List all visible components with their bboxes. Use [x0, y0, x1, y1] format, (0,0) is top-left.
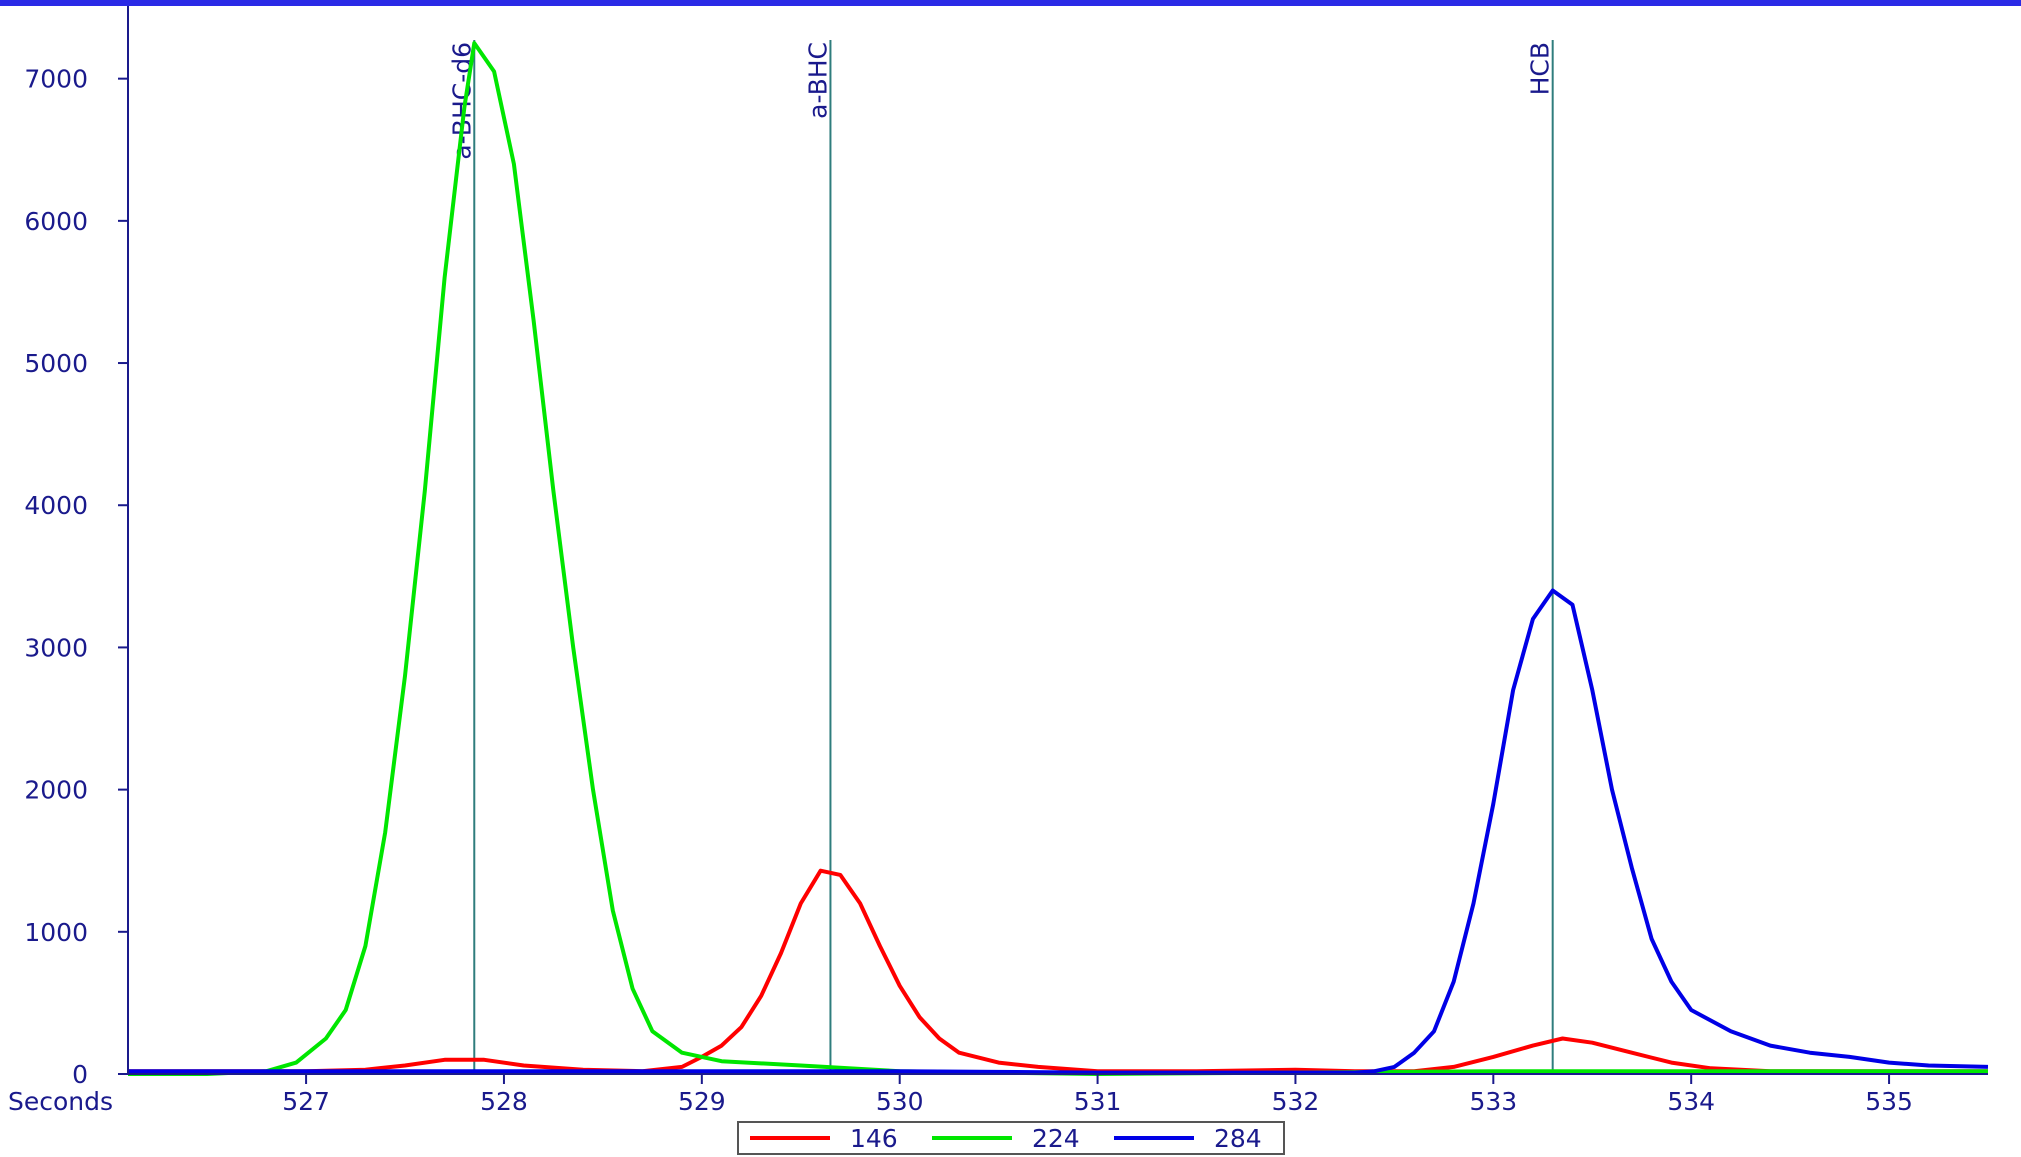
x-tick-label: 530	[876, 1087, 924, 1116]
y-tick-label: 1000	[24, 918, 88, 947]
x-axis-label: Seconds	[8, 1087, 113, 1116]
x-tick-label: 534	[1667, 1087, 1715, 1116]
x-tick-label: 533	[1469, 1087, 1517, 1116]
x-tick-label: 535	[1865, 1087, 1913, 1116]
compound-marker-label: a-BHC	[803, 42, 832, 119]
y-tick-label: 2000	[24, 776, 88, 805]
legend-label-146: 146	[850, 1124, 898, 1153]
y-tick-layer: 0 1000 2000 3000 4000 5000 6000 7000	[24, 65, 128, 1089]
axis-layer	[127, 6, 1988, 1075]
series-layer	[128, 41, 1989, 1076]
y-tick-label: 0	[72, 1060, 88, 1089]
y-tick-label: 3000	[24, 633, 88, 662]
y-tick-label: 6000	[24, 207, 88, 236]
x-tick-layer: 527 528 529 530 531 532 533 534 535	[282, 1074, 1913, 1116]
x-tick-label: 528	[480, 1087, 528, 1116]
x-tick-label: 529	[678, 1087, 726, 1116]
legend-label-284: 284	[1214, 1124, 1262, 1153]
x-tick-label: 531	[1074, 1087, 1122, 1116]
series-line-284	[128, 588, 1989, 1075]
x-tick-label: 527	[282, 1087, 330, 1116]
y-tick-label: 5000	[24, 349, 88, 378]
series-line-224	[128, 41, 1988, 1076]
y-tick-label: 4000	[24, 491, 88, 520]
x-tick-label: 532	[1272, 1087, 1320, 1116]
compound-marker-label: HCB	[1526, 42, 1555, 95]
legend: 146 224 284	[737, 1121, 1285, 1155]
top-frame-bar	[0, 0, 2021, 6]
legend-label-224: 224	[1032, 1124, 1080, 1153]
series-line-146	[128, 868, 1988, 1074]
marker-layer: a-BHC-d6 a-BHC HCB	[447, 40, 1555, 1074]
y-tick-label: 7000	[24, 65, 88, 94]
